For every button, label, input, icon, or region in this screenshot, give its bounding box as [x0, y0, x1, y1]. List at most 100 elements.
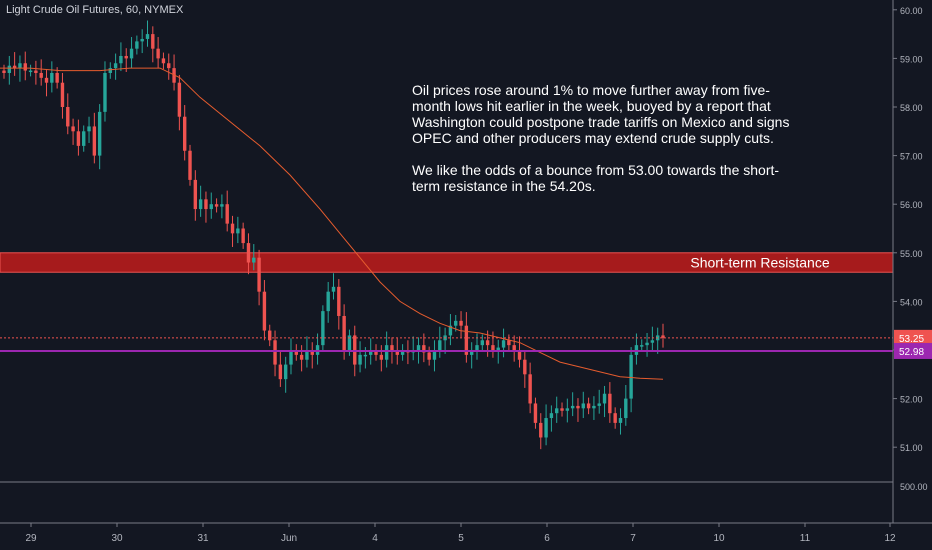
- candle-body[interactable]: [177, 82, 182, 117]
- candle-body[interactable]: [108, 68, 112, 73]
- candle-body[interactable]: [268, 330, 272, 341]
- candle-body[interactable]: [283, 364, 288, 380]
- candle-body[interactable]: [12, 65, 17, 69]
- candle-body[interactable]: [592, 405, 596, 409]
- candle-body[interactable]: [44, 77, 49, 83]
- candle-body[interactable]: [533, 403, 538, 423]
- candle-body[interactable]: [66, 107, 70, 127]
- candle-body[interactable]: [241, 228, 245, 244]
- candle-body[interactable]: [50, 72, 54, 83]
- candle-body[interactable]: [475, 345, 479, 350]
- candle-body[interactable]: [92, 126, 97, 156]
- candle-body[interactable]: [55, 72, 59, 83]
- candle-body[interactable]: [586, 403, 591, 409]
- candle-body[interactable]: [167, 63, 171, 69]
- candle-body[interactable]: [395, 350, 399, 355]
- candle-body[interactable]: [427, 352, 431, 360]
- candle-body[interactable]: [555, 408, 559, 414]
- candle-body[interactable]: [18, 63, 22, 69]
- candle-body[interactable]: [76, 131, 81, 146]
- candle-body[interactable]: [236, 228, 240, 234]
- candle-body[interactable]: [602, 393, 607, 404]
- candle-body[interactable]: [469, 350, 474, 355]
- candle-body[interactable]: [262, 291, 267, 331]
- candle-body[interactable]: [390, 345, 394, 350]
- candle-body[interactable]: [342, 315, 346, 350]
- candle-body[interactable]: [113, 63, 118, 69]
- candle-body[interactable]: [454, 320, 458, 326]
- candle-body[interactable]: [209, 204, 213, 210]
- candle-body[interactable]: [252, 257, 256, 263]
- candle-body[interactable]: [140, 38, 144, 42]
- candle-body[interactable]: [220, 204, 224, 207]
- candle-body[interactable]: [544, 418, 548, 438]
- candle-body[interactable]: [119, 55, 123, 64]
- candle-body[interactable]: [188, 150, 192, 180]
- candle-body[interactable]: [422, 345, 426, 353]
- candle-body[interactable]: [438, 340, 442, 350]
- candle-body[interactable]: [135, 41, 139, 49]
- candle-body[interactable]: [570, 405, 575, 409]
- candle-body[interactable]: [151, 34, 155, 49]
- candle-body[interactable]: [97, 111, 102, 156]
- candle-body[interactable]: [523, 359, 527, 375]
- candle-body[interactable]: [384, 345, 389, 360]
- candle-body[interactable]: [358, 354, 362, 365]
- candle-body[interactable]: [39, 72, 43, 78]
- candle-body[interactable]: [363, 354, 368, 357]
- candle-body[interactable]: [581, 403, 585, 409]
- candle-body[interactable]: [613, 413, 617, 423]
- candle-body[interactable]: [400, 350, 405, 355]
- candle-body[interactable]: [448, 325, 453, 336]
- candle-body[interactable]: [496, 347, 500, 350]
- candle-body[interactable]: [608, 393, 612, 414]
- candle-body[interactable]: [661, 335, 665, 338]
- candle-body[interactable]: [539, 422, 543, 438]
- candle-body[interactable]: [618, 418, 623, 423]
- candle-body[interactable]: [337, 286, 341, 316]
- candle-body[interactable]: [507, 340, 511, 346]
- candle-body[interactable]: [549, 413, 554, 419]
- candle-body[interactable]: [193, 179, 198, 210]
- candle-body[interactable]: [225, 204, 229, 224]
- candle-body[interactable]: [7, 65, 12, 73]
- candle-body[interactable]: [28, 70, 33, 73]
- candle-body[interactable]: [464, 325, 469, 355]
- candle-body[interactable]: [480, 340, 485, 346]
- candle-body[interactable]: [294, 350, 298, 355]
- candle-body[interactable]: [645, 342, 649, 346]
- candle-body[interactable]: [71, 126, 75, 132]
- candle-body[interactable]: [156, 48, 160, 59]
- candle-body[interactable]: [257, 257, 261, 292]
- candle-body[interactable]: [246, 243, 251, 263]
- candle-body[interactable]: [305, 350, 309, 360]
- candle-body[interactable]: [416, 345, 421, 350]
- candle-body[interactable]: [374, 350, 378, 355]
- candle-body[interactable]: [512, 345, 516, 350]
- candle-body[interactable]: [230, 223, 235, 234]
- candle-body[interactable]: [491, 345, 495, 350]
- candle-body[interactable]: [640, 345, 644, 347]
- candle-body[interactable]: [432, 350, 437, 360]
- candle-body[interactable]: [528, 374, 532, 404]
- candle-body[interactable]: [310, 350, 314, 355]
- candle-body[interactable]: [289, 350, 293, 365]
- candle-body[interactable]: [379, 354, 384, 360]
- candle-body[interactable]: [331, 286, 336, 292]
- candle-body[interactable]: [624, 398, 628, 419]
- candle-body[interactable]: [369, 350, 373, 355]
- candle-body[interactable]: [299, 354, 304, 360]
- candle-body[interactable]: [565, 408, 570, 411]
- candle-body[interactable]: [182, 116, 187, 151]
- candle-body[interactable]: [485, 340, 490, 346]
- candle-body[interactable]: [103, 72, 107, 112]
- candle-body[interactable]: [576, 405, 580, 409]
- candle-body[interactable]: [87, 126, 91, 132]
- candle-body[interactable]: [321, 311, 325, 346]
- candle-body[interactable]: [459, 320, 463, 326]
- candle-body[interactable]: [34, 70, 38, 73]
- candle-body[interactable]: [82, 131, 86, 146]
- candle-body[interactable]: [214, 204, 219, 207]
- candle-body[interactable]: [501, 340, 506, 348]
- candle-body[interactable]: [161, 58, 166, 64]
